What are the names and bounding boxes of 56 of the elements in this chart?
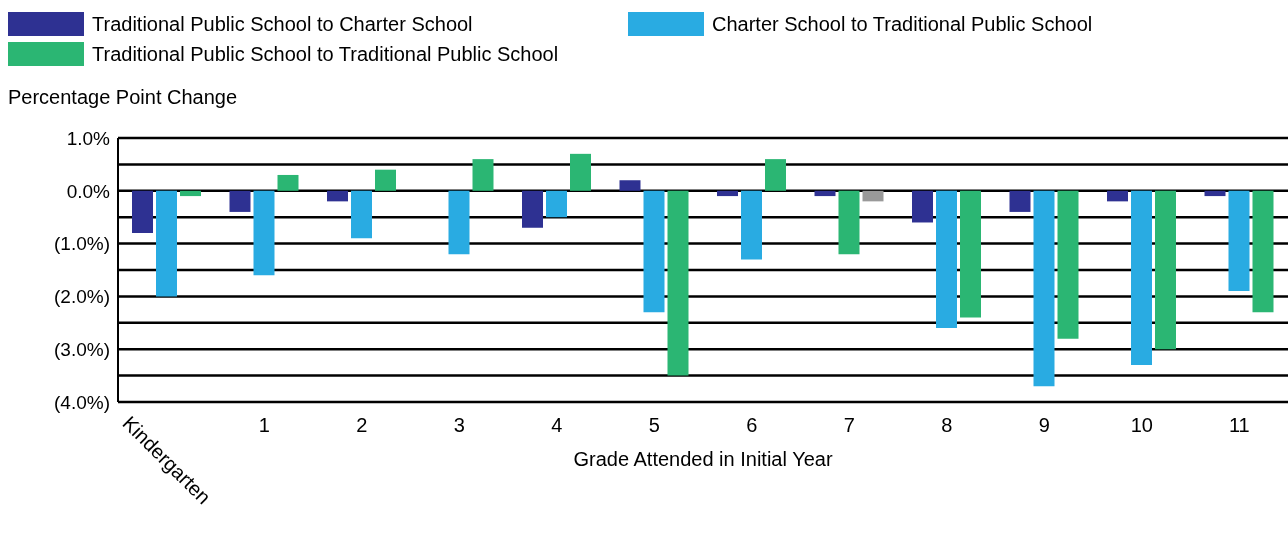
- bar: [717, 190, 738, 197]
- y-tick-label: 1.0%: [66, 127, 111, 149]
- x-tick-label: 3: [453, 414, 465, 436]
- legend-label: Charter School to Traditional Public School: [712, 12, 1093, 36]
- x-tick-label: 2: [356, 414, 368, 436]
- x-tick-label: 6: [746, 414, 758, 436]
- y-tick-label: 0.0%: [66, 180, 111, 202]
- bar: [1033, 190, 1055, 387]
- bar: [180, 190, 201, 197]
- bar: [936, 190, 957, 329]
- bar: [765, 159, 786, 191]
- y-tick-label: (2.0%): [54, 286, 110, 308]
- bar: [862, 190, 884, 202]
- bar: [522, 190, 543, 228]
- y-tick-label: (1.0%): [54, 233, 110, 255]
- bar: [619, 180, 641, 191]
- legend-label: Traditional Public School to Traditional Public School: [92, 42, 559, 66]
- bar: [448, 190, 470, 255]
- bar: [570, 153, 591, 191]
- x-tick-label: 1: [258, 414, 270, 436]
- bar: [327, 190, 348, 202]
- x-tick-label: 7: [843, 414, 855, 436]
- legend-label: Traditional Public School to Charter School: [92, 12, 473, 36]
- x-tick-label: 10: [1130, 414, 1153, 436]
- bar: [912, 190, 933, 223]
- bar: [472, 159, 494, 191]
- bar: [277, 174, 299, 191]
- bar: [1131, 190, 1152, 366]
- bar: [546, 190, 567, 218]
- x-tick-label: 4: [551, 414, 563, 436]
- bar: [156, 190, 177, 297]
- bar: [741, 190, 762, 260]
- bar: [132, 190, 153, 234]
- bar: [229, 190, 251, 212]
- bar: [1107, 190, 1128, 202]
- bar: [1057, 190, 1079, 339]
- x-tick-label: 11: [1228, 414, 1250, 436]
- bar: [1252, 190, 1274, 313]
- bar: [1155, 190, 1176, 350]
- x-tick-label: 5: [648, 414, 660, 436]
- bar: [375, 169, 396, 191]
- y-tick-label: (4.0%): [54, 391, 110, 413]
- bar: [643, 190, 665, 313]
- bar: [814, 190, 836, 197]
- x-tick-label: 9: [1038, 414, 1050, 436]
- bar: [253, 190, 275, 276]
- bar: [667, 190, 689, 376]
- y-axis-title: Percentage Point Change: [7, 85, 239, 110]
- bar: [1228, 190, 1250, 292]
- x-axis-title: Grade Attended in Initial Year: [573, 448, 833, 471]
- bar: [960, 190, 981, 318]
- y-tick-label: (3.0%): [54, 338, 110, 360]
- bar: [1009, 190, 1031, 212]
- bar: [1204, 190, 1226, 197]
- bar: [351, 190, 372, 239]
- x-tick-label: 8: [941, 414, 953, 436]
